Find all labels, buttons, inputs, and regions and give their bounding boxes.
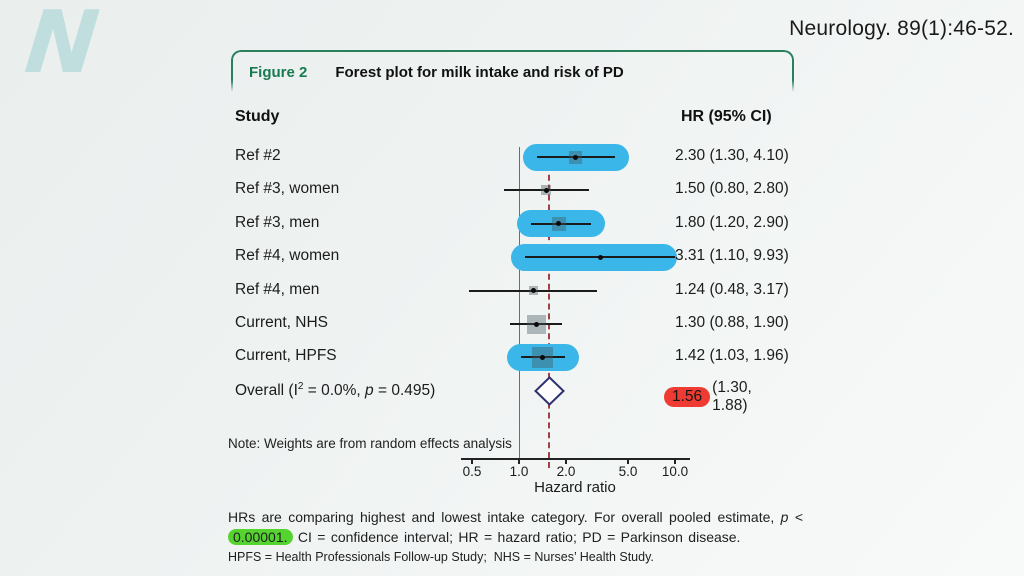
- caption-line-2: 0.00001. CI = confidence interval; HR = …: [228, 528, 820, 548]
- caption-line-1: HRs are comparing highest and lowest int…: [228, 509, 804, 525]
- null-effect-line: [518, 147, 520, 458]
- study-label: Ref #2: [235, 147, 281, 164]
- hr-ci-value: 1.30 (0.88, 1.90): [675, 314, 789, 331]
- hr-column-header: HR (95% CI): [681, 108, 772, 125]
- overall-ci-text: (1.30, 1.88): [712, 378, 752, 414]
- study-label: Current, HPFS: [235, 347, 337, 365]
- figure-header-box: Figure 2 Forest plot for milk intake and…: [231, 50, 794, 92]
- x-axis-tick-label: 10.0: [661, 464, 689, 479]
- point-estimate-dot: [531, 288, 537, 294]
- hr-ci-value: 2.30 (1.30, 4.10): [675, 147, 789, 164]
- journal-citation: Neurology. 89(1):46-52.: [789, 17, 1014, 40]
- point-estimate-dot: [534, 321, 540, 327]
- ci-line: [531, 222, 592, 225]
- caption-line-3: HPFS = Health Professionals Follow-up St…: [228, 550, 654, 564]
- hr-ci-value: 1.24 (0.48, 3.17): [675, 280, 789, 298]
- study-label: Ref #3, women: [235, 180, 340, 198]
- overall-diamond: [533, 375, 565, 406]
- point-estimate-dot: [572, 154, 578, 160]
- point-estimate-dot: [597, 254, 603, 260]
- study-column-header: Study: [235, 108, 280, 125]
- study-label: Ref #3, men: [235, 213, 320, 231]
- hr-ci-value: 1.80 (1.20, 2.90): [675, 213, 789, 231]
- x-axis-tick: [627, 458, 630, 464]
- hr-ci-value: 3.31 (1.10, 9.93): [675, 247, 789, 265]
- x-axis-tick: [518, 458, 520, 464]
- overall-label: Overall (I2 = 0.0%, p = 0.495): [235, 380, 436, 399]
- point-estimate-dot: [540, 354, 546, 360]
- x-axis-tick-label: 2.0: [556, 464, 576, 479]
- x-axis-title: Hazard ratio: [534, 479, 616, 496]
- x-axis-tick: [564, 458, 567, 464]
- hr-ci-value: 1.42 (1.03, 1.96): [675, 347, 789, 365]
- p-value-highlight: 0.00001.: [228, 528, 293, 545]
- study-label: Ref #4, women: [235, 247, 340, 265]
- figure-number-label: Figure 2: [249, 63, 308, 81]
- point-estimate-dot: [543, 187, 549, 193]
- figure-caption: HRs are comparing highest and lowest int…: [228, 508, 820, 567]
- x-axis-tick: [471, 458, 474, 464]
- x-axis-tick-label: 5.0: [618, 464, 638, 479]
- weights-note: Note: Weights are from random effects an…: [228, 436, 512, 451]
- study-label: Current, NHS: [235, 314, 329, 331]
- overall-hr-value: 1.56 (1.30, 1.88): [664, 379, 752, 415]
- x-axis-line: [461, 458, 690, 460]
- overall-hr-red-highlight: 1.56: [664, 386, 711, 407]
- x-axis-tick-label: 0.5: [462, 464, 482, 479]
- figure-title: Forest plot for milk intake and risk of …: [335, 63, 624, 81]
- x-axis-tick: [674, 458, 676, 464]
- pooled-estimate-dashed-line: [548, 145, 551, 468]
- study-label: Ref #4, men: [235, 280, 320, 298]
- x-axis-tick-label: 1.0: [509, 464, 529, 479]
- hr-ci-value: 1.50 (0.80, 2.80): [675, 180, 789, 198]
- point-estimate-dot: [556, 221, 562, 227]
